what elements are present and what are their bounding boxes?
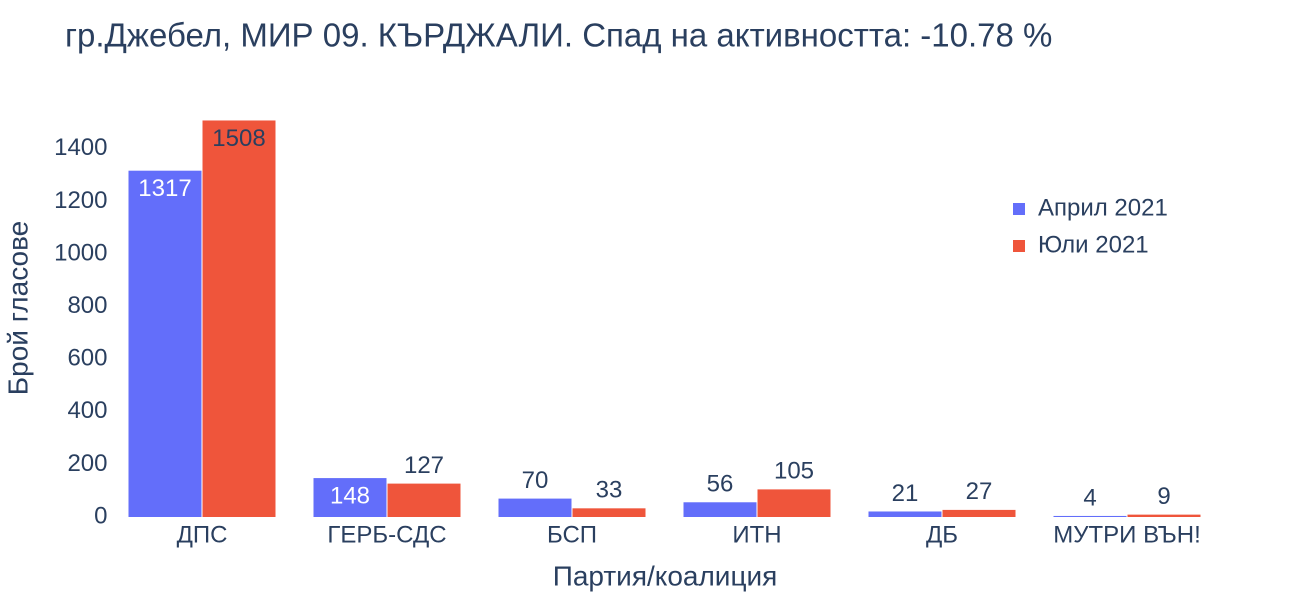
x-axis-title: Партия/коалиция	[553, 560, 778, 591]
x-tick-label: ДБ	[926, 521, 958, 548]
data-label: 1508	[212, 125, 265, 152]
chart-title: гр.Джебел, МИР 09. КЪРДЖАЛИ. Спад на акт…	[65, 17, 1052, 54]
bar	[128, 170, 202, 517]
data-label: 105	[774, 458, 814, 485]
y-tick-label: 1200	[54, 187, 107, 214]
bar	[757, 489, 831, 517]
bar	[683, 502, 757, 517]
bar	[202, 120, 276, 518]
y-tick-label: 0	[94, 502, 107, 529]
legend-label: Април 2021	[1038, 194, 1168, 221]
y-tick-label: 400	[67, 397, 107, 424]
x-tick-label: ГЕРБ-СДС	[327, 521, 446, 548]
bar	[1127, 514, 1201, 517]
y-tick-label: 1000	[54, 239, 107, 266]
data-label: 127	[404, 452, 444, 479]
x-tick-label: ДПС	[177, 521, 228, 548]
data-label: 4	[1083, 484, 1096, 511]
bar	[1053, 515, 1127, 517]
data-label: 9	[1157, 483, 1170, 510]
data-label: 56	[707, 471, 734, 498]
data-label: 148	[330, 482, 370, 509]
data-label: 21	[892, 480, 919, 507]
legend-label: Юли 2021	[1038, 231, 1149, 258]
bar	[313, 478, 387, 517]
y-axis-title: Брой гласове	[2, 221, 33, 395]
x-tick-label: БСП	[547, 521, 597, 548]
data-label: 33	[596, 477, 623, 504]
data-label: 27	[966, 478, 993, 505]
y-tick-label: 1400	[54, 134, 107, 161]
x-tick-label: ИТН	[732, 521, 781, 548]
legend-swatch	[1013, 203, 1025, 215]
y-tick-label: 600	[67, 345, 107, 372]
y-tick-label: 800	[67, 292, 107, 319]
bar	[498, 498, 572, 517]
y-tick-label: 200	[67, 450, 107, 477]
bar	[942, 509, 1016, 517]
data-label: 1317	[138, 175, 191, 202]
data-label: 70	[522, 467, 549, 494]
bar	[868, 511, 942, 517]
x-tick-label: МУТРИ ВЪН!	[1053, 521, 1200, 548]
bar	[572, 508, 646, 517]
legend-swatch	[1013, 240, 1025, 252]
bar	[387, 483, 461, 517]
